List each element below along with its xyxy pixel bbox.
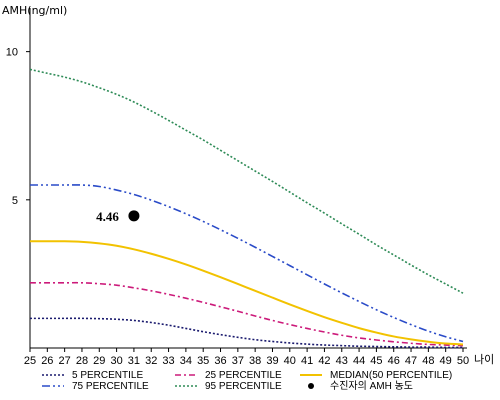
x-tick-label: 40	[284, 355, 296, 367]
y-tick-label: 10	[6, 47, 18, 59]
legend-item: 95 PERCENTILE	[175, 381, 282, 392]
x-tick-label: 25	[24, 355, 36, 367]
legend-item: 수진자의 AMH 농도	[308, 380, 413, 392]
axes: AMH(ng/ml) 나이 25 26 27 28 29 30 31 32 33 34 35 36 37…	[2, 4, 494, 367]
x-tick-label: 36	[214, 355, 226, 367]
x-tick-label: 30	[110, 355, 122, 367]
patient-amh-point	[128, 210, 140, 222]
legend-label: 5 PERCENTILE	[72, 370, 143, 381]
legend-label: 95 PERCENTILE	[205, 381, 282, 392]
series-line-75-percentile	[29, 184, 464, 343]
x-tick-label: 48	[422, 355, 434, 367]
y-ticks: 5 10	[6, 47, 30, 207]
x-tick-label: 33	[162, 355, 174, 367]
series-line-5-percentile	[29, 317, 464, 349]
points-layer: 4.46	[96, 209, 140, 224]
y-tick-label: 5	[12, 195, 18, 207]
x-tick-label: 42	[318, 355, 330, 367]
legend-item: 75 PERCENTILE	[42, 381, 149, 392]
x-tick-label: 43	[336, 355, 348, 367]
x-tick-label: 31	[128, 355, 140, 367]
x-axis-label: 나이	[474, 353, 494, 366]
series-line-95-percentile	[29, 68, 464, 294]
legend-label: 수진자의 AMH 농도	[330, 380, 413, 392]
x-tick-label: 44	[353, 355, 365, 367]
x-tick-label: 50	[457, 355, 469, 367]
legend-label: 75 PERCENTILE	[72, 381, 149, 392]
x-tick-label: 35	[197, 355, 209, 367]
x-tick-label: 34	[180, 355, 192, 367]
legend-item: MEDIAN(50 PERCENTILE)	[300, 370, 452, 381]
x-tick-label: 38	[249, 355, 261, 367]
y-axis-label: AMH(ng/ml)	[2, 4, 67, 17]
legend-swatch	[308, 383, 314, 389]
x-ticks: 25 26 27 28 29 30 31 32 33 34 35 36 37 38 39 40 41 42 43 44…	[24, 348, 469, 367]
x-tick-label: 46	[388, 355, 400, 367]
x-tick-label: 49	[440, 355, 452, 367]
x-tick-label: 45	[370, 355, 382, 367]
patient-amh-label: 4.46	[96, 209, 119, 224]
legend-item: 5 PERCENTILE	[42, 370, 143, 381]
legend-item: 25 PERCENTILE	[175, 370, 282, 381]
legend-label: MEDIAN(50 PERCENTILE)	[330, 370, 452, 381]
series-line-median-50-percentile	[29, 240, 464, 346]
x-tick-label: 26	[41, 355, 53, 367]
x-tick-label: 41	[301, 355, 313, 367]
x-tick-label: 37	[232, 355, 244, 367]
x-tick-label: 27	[59, 355, 71, 367]
legend-label: 25 PERCENTILE	[205, 370, 282, 381]
x-tick-label: 47	[405, 355, 417, 367]
x-tick-label: 28	[76, 355, 88, 367]
legend: 5 PERCENTILE 25 PERCENTILE MEDIAN(50 PERCE…	[42, 370, 452, 392]
x-tick-label: 32	[145, 355, 157, 367]
series-layer	[29, 68, 464, 349]
x-tick-label: 29	[93, 355, 105, 367]
x-tick-label: 39	[266, 355, 278, 367]
series-line-25-percentile	[29, 281, 464, 347]
